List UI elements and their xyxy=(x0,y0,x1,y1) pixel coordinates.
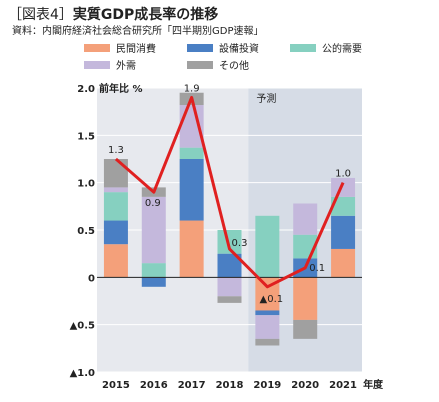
y-tick-label: 0 xyxy=(88,273,95,284)
bar-external_demand-2019 xyxy=(255,315,280,339)
legend-label: 設備投資 xyxy=(219,44,259,55)
total-label-2016: 0.9 xyxy=(145,198,161,209)
bar-external_demand-2016 xyxy=(141,196,166,264)
x-tick-label: 2021 xyxy=(329,380,357,391)
bar-other-2020 xyxy=(293,319,318,339)
x-tick-label: 2020 xyxy=(291,380,319,391)
bar-private_consumption-2020 xyxy=(293,277,318,320)
y-tick-label: 1.5 xyxy=(77,131,95,142)
bar-other-2018 xyxy=(217,296,242,303)
legend-item-public-demand: 公的需要 xyxy=(290,40,362,55)
title-main: 実質GDP成長率の推移 xyxy=(72,7,219,23)
legend-label: 民間消費 xyxy=(116,44,156,55)
bar-capital_investment-2021 xyxy=(331,215,356,249)
legend: 民間消費 設備投資 公的需要 外需 その他 xyxy=(84,40,384,72)
total-label-2021: 1.0 xyxy=(335,169,351,180)
figure-number: ［図表4］ xyxy=(8,7,73,23)
total-label-2020: 0.1 xyxy=(309,263,325,274)
x-axis-suffix: 年度 xyxy=(363,378,384,391)
y-tick-label: 1.0 xyxy=(77,179,95,190)
bar-capital_investment-2019 xyxy=(255,310,280,316)
legend-label: その他 xyxy=(219,61,249,72)
y-tick-label: ▲1.0 xyxy=(70,368,95,379)
legend-label: 公的需要 xyxy=(322,44,362,55)
y-tick-label: 2.0 xyxy=(77,84,95,95)
bar-external_demand-2015 xyxy=(103,187,128,193)
bar-capital_investment-2018 xyxy=(217,253,242,278)
bar-public_demand-2021 xyxy=(331,196,356,216)
total-label-2018: 0.3 xyxy=(232,238,248,249)
total-growth-line xyxy=(114,95,345,289)
total-label-2019: ▲0.1 xyxy=(260,294,284,305)
legend-item-capital-investment: 設備投資 xyxy=(187,40,259,55)
bar-capital_investment-2016 xyxy=(141,277,166,287)
bar-external_demand-2018 xyxy=(217,277,242,297)
bar-public_demand-2015 xyxy=(103,192,128,221)
bar-capital_investment-2017 xyxy=(179,159,204,221)
total-label-2015: 1.3 xyxy=(108,145,124,156)
bar-public_demand-2019 xyxy=(255,215,280,278)
y-tick-label: ▲0.5 xyxy=(70,321,95,332)
bar-public_demand-2017 xyxy=(179,147,204,159)
bar-capital_investment-2015 xyxy=(103,220,128,245)
legend-swatch xyxy=(187,43,213,52)
bar-private_consumption-2017 xyxy=(179,220,204,278)
legend-swatch xyxy=(84,60,110,69)
bar-external_demand-2020 xyxy=(293,203,318,235)
legend-item-external-demand: 外需 xyxy=(84,57,136,72)
y-axis-label: 前年比 % xyxy=(99,82,143,95)
x-tick-label: 2019 xyxy=(253,380,281,391)
x-tick-label: 2015 xyxy=(102,380,130,391)
bar-private_consumption-2015 xyxy=(103,244,128,278)
chart-title: ［図表4］実質GDP成長率の推移 xyxy=(8,4,218,24)
bar-external_demand-2021 xyxy=(331,177,356,197)
total-label-2017: 1.9 xyxy=(184,83,200,94)
legend-swatch xyxy=(84,43,110,52)
bar-private_consumption-2021 xyxy=(331,248,356,278)
x-tick-label: 2016 xyxy=(140,380,168,391)
x-tick-label: 2018 xyxy=(216,380,244,391)
x-tick-label: 2017 xyxy=(178,380,206,391)
legend-swatch xyxy=(290,43,316,52)
source-note: 資料：内閣府経済社会総合研究所「四半期別GDP速報」 xyxy=(12,26,264,37)
bar-other-2015 xyxy=(103,159,128,188)
legend-label: 外需 xyxy=(116,61,136,72)
y-tick-label: 0.5 xyxy=(77,226,95,237)
bar-other-2019 xyxy=(255,338,280,346)
bar-public_demand-2018 xyxy=(217,230,242,254)
legend-item-private-consumption: 民間消費 xyxy=(84,40,156,55)
forecast-label: 予測 xyxy=(256,92,276,105)
legend-swatch xyxy=(187,60,213,69)
legend-item-other: その他 xyxy=(187,57,249,72)
bar-public_demand-2016 xyxy=(141,263,166,278)
